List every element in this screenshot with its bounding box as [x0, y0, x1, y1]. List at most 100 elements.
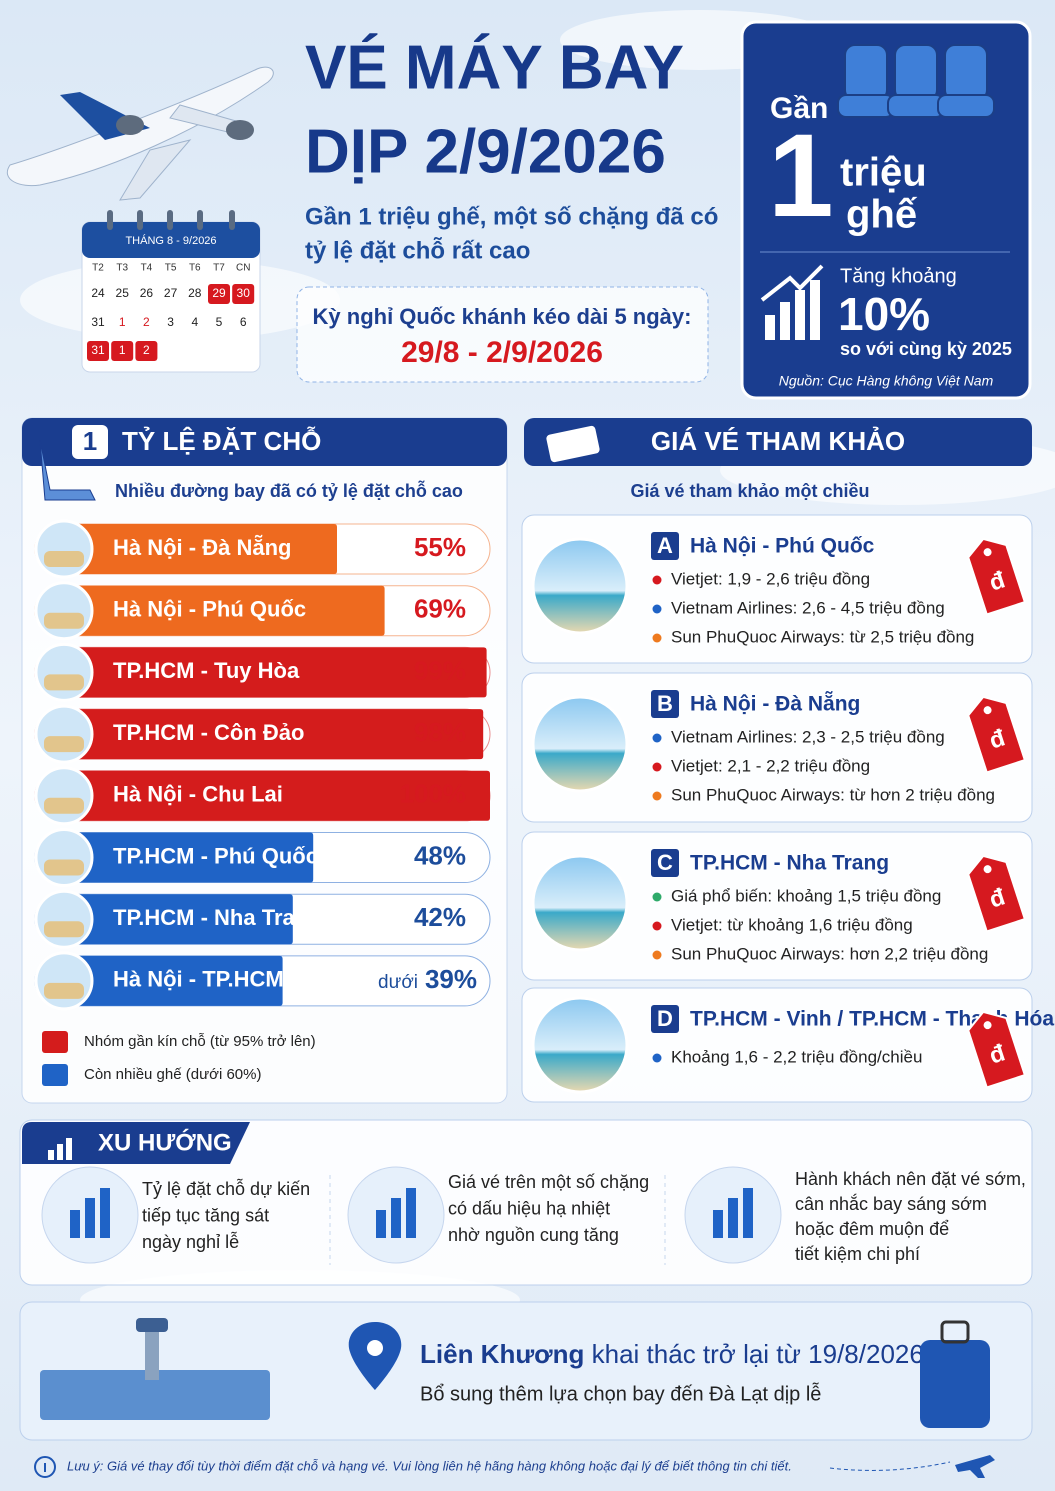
calendar-weekday: T4 — [141, 263, 153, 274]
route-name: TP.HCM - Nha Trang — [113, 905, 322, 930]
calendar-highlight — [87, 341, 109, 361]
fare-item: Vietjet: 2,1 - 2,2 triệu đồng — [671, 756, 870, 775]
route-icon-scene — [44, 551, 84, 567]
bar — [34, 585, 385, 636]
price-tag-hole — [983, 706, 992, 715]
price-tag-shape — [967, 854, 1027, 933]
ticket-icon — [546, 425, 600, 463]
calendar-day: 31 — [91, 315, 105, 329]
growth-icon — [810, 280, 820, 340]
calendar-weekday: T6 — [189, 263, 201, 274]
value-label: 98% — [414, 717, 466, 747]
title: DỊP 2/9/2026 — [305, 117, 666, 186]
route-name: TP.HCM - Tuy Hòa — [113, 658, 300, 683]
route-name: Hà Nội - Phú Quốc — [113, 597, 306, 622]
price-tag: đ — [967, 537, 1027, 616]
calendar-header — [82, 222, 260, 258]
growth-icon — [765, 315, 775, 340]
seat-icon — [39, 439, 96, 501]
bar — [34, 832, 314, 883]
bar — [35, 770, 491, 821]
calendar-day: 24 — [91, 286, 105, 300]
bullet — [652, 892, 662, 902]
route-name: Hà Nội - Đà Nẵng — [113, 535, 291, 560]
card-letter: D — [657, 1006, 673, 1031]
card-route: TP.HCM - Vinh / TP.HCM - Thanh Hóa — [690, 1008, 1054, 1031]
route-icon — [34, 704, 94, 764]
pin-hole — [367, 1340, 383, 1356]
calendar-weekday: T5 — [165, 263, 177, 274]
stats-unit: triệu — [840, 151, 927, 195]
bar — [34, 709, 484, 760]
calendar-ring — [197, 210, 203, 230]
price-tag: đ — [967, 854, 1027, 933]
price-tag: đ — [967, 1010, 1027, 1089]
legend-swatch — [42, 1031, 68, 1053]
route-icon-scene — [44, 859, 84, 876]
bullet — [652, 575, 662, 585]
calendar-day: 28 — [188, 286, 202, 300]
bullet — [652, 762, 662, 772]
bullet — [652, 1053, 662, 1063]
bar — [35, 524, 337, 574]
calendar-ring — [107, 210, 113, 230]
section-subtitle: Nhiều đường bay đã có tỷ lệ đặt chỗ cao — [115, 480, 463, 501]
growth-arrow — [760, 264, 824, 302]
number-box — [72, 425, 108, 459]
letter-box — [651, 532, 679, 560]
title: VÉ MÁY BAY — [305, 33, 684, 102]
value-label: 100% — [400, 779, 467, 809]
note: Lưu ý: Giá vé thay đổi tùy thời điểm đặt… — [67, 1458, 792, 1473]
calendar-day: 6 — [240, 315, 247, 329]
trend-icon — [57, 1144, 63, 1160]
dashed-route — [829, 1461, 951, 1471]
trend-text: Hành khách nên đặt vé sớm, — [795, 1169, 1026, 1189]
price-tag-shape — [967, 537, 1027, 616]
value-prefix: dưới — [378, 972, 418, 993]
calendar-day: 3 — [167, 315, 174, 329]
airplane-illustration — [7, 66, 274, 201]
trend-text: tiết kiệm chi phí — [795, 1244, 920, 1264]
fare-item: Sun PhuQuoc Airways: từ 2,5 triệu đồng — [671, 627, 974, 646]
bullet — [652, 791, 662, 801]
trend-text: tiếp tục tăng sát — [142, 1205, 269, 1225]
section-title: TỶ LỆ ĐẶT CHỖ — [122, 426, 321, 456]
fare-item: Vietnam Airlines: 2,3 - 2,5 triệu đồng — [671, 727, 945, 746]
route-icon-scene — [44, 797, 84, 814]
card-route: Hà Nội - Đà Nẵng — [690, 692, 860, 716]
value-label: 48% — [414, 840, 466, 870]
calendar-day: 30 — [237, 286, 251, 300]
route-icon — [34, 581, 94, 641]
price-tag-shape — [967, 1010, 1027, 1089]
calendar-day: 27 — [164, 286, 178, 300]
trend-item-icon-bar — [100, 1188, 110, 1238]
growth-value: 10% — [838, 288, 930, 340]
calendar-day: 2 — [143, 315, 150, 329]
holiday-dates: 29/8 - 2/9/2026 — [401, 336, 603, 369]
calendar-day: 29 — [212, 286, 226, 300]
trend-item-icon-bar — [376, 1210, 386, 1238]
value-label: 69% — [414, 594, 466, 624]
airport-subtitle: Bổ sung thêm lựa chọn bay đến Đà Lạt dịp… — [420, 1382, 821, 1405]
bar — [34, 647, 487, 698]
stats-number: 1 — [768, 110, 834, 242]
price-tag: đ — [967, 695, 1027, 774]
bullet — [652, 604, 662, 614]
trend-text: nhờ nguồn cung tăng — [448, 1225, 619, 1245]
fare-item: Vietjet: 1,9 - 2,6 triệu đồng — [671, 569, 870, 588]
fares-header — [524, 418, 1032, 466]
card-letter: B — [657, 691, 673, 716]
fare-card — [521, 831, 1033, 981]
trends-panel — [19, 1119, 1033, 1286]
suitcase — [920, 1340, 990, 1428]
bullet — [652, 633, 662, 643]
trend-item-icon-bar — [728, 1198, 738, 1238]
route-name: TP.HCM - Phú Quốc — [113, 843, 318, 868]
calendar-day: 5 — [216, 315, 223, 329]
growth-note: so với cùng kỳ 2025 — [840, 339, 1012, 359]
calendar-day: 2 — [143, 343, 150, 357]
source: Nguồn: Cục Hàng không Việt Nam — [779, 373, 994, 389]
calendar-ring — [137, 210, 143, 230]
letter-box — [651, 690, 679, 718]
